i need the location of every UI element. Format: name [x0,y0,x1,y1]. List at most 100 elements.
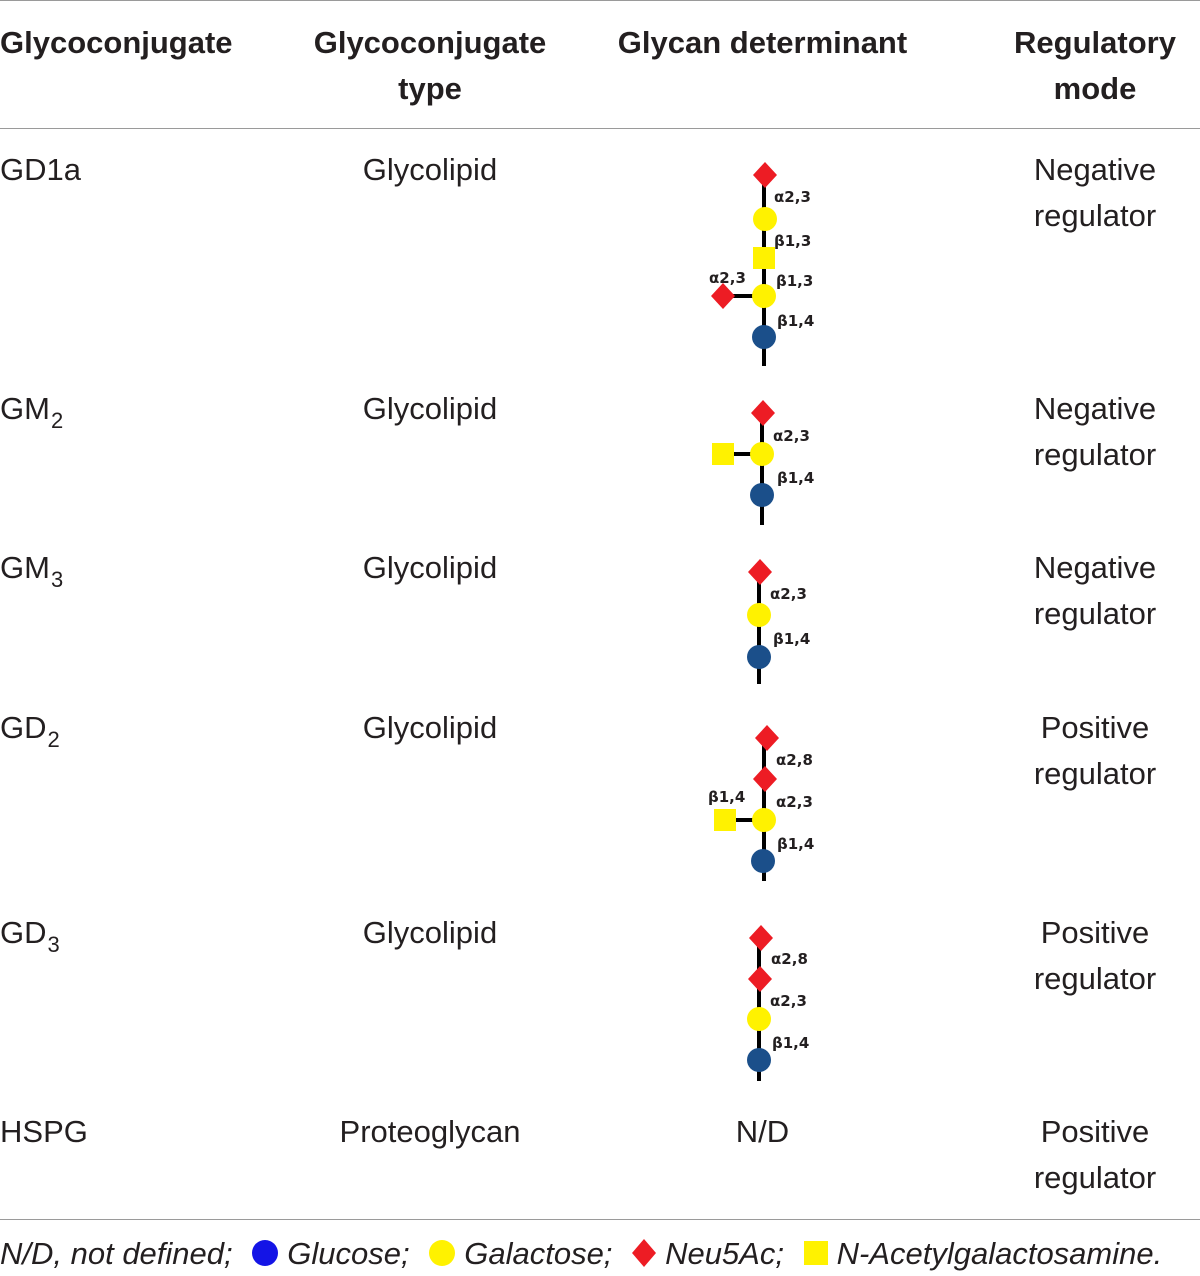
regulatory-mode: Negative regulator [995,386,1195,478]
glycoconjugate-type: Proteoglycan [339,1114,521,1149]
linkage-label: β1,4 [773,630,810,648]
glucose-circle-icon [747,645,771,669]
neu5ac-diamond-icon [748,559,772,585]
regulatory-mode-line2: regulator [1033,437,1157,472]
neu5ac-diamond-icon [748,966,772,992]
glycoconjugate-type: Glycolipid [362,550,498,585]
glycoconjugate-name-main: HSPG [0,1114,88,1149]
galnac-square-icon [714,809,736,831]
linkage-label: β1,3 [774,232,811,250]
regulatory-mode-line2: regulator [1033,198,1157,233]
regulatory-mode-line1: Positive [1040,915,1150,950]
linkage-label: α2,3 [770,992,807,1010]
galnac-legend-icon [803,1240,828,1265]
header-type-line1: Glycoconjugate [313,25,547,60]
legend-galnac-label: N-Acetylgalactosamine. [836,1236,1163,1271]
neu5ac-diamond-icon [749,925,773,951]
glycoconjugate-name-main: GM [0,550,50,585]
linkage-label: β1,4 [772,1034,809,1052]
neu5ac-diamond-icon [753,162,777,188]
glycan-structure-gm3: α2,3 β1,4 [747,559,810,684]
glycoconjugate-name-main: GM [0,391,50,426]
header-glycoconjugate-type: Glycoconjugate type [290,20,570,112]
linkage-label: β1,3 [776,272,813,290]
glucose-circle-icon [752,325,776,349]
table-top-rule [0,0,1200,1]
regulatory-mode: Positive regulator [995,705,1195,797]
glycoconjugate-type: Glycolipid [362,915,498,950]
header-mode-line2: mode [1053,71,1137,106]
glycoconjugate-name: GD2 [0,705,60,754]
neu5ac-diamond-icon [755,725,779,751]
glycoconjugate-type: Glycolipid [362,391,498,426]
legend-glucose-label: Glucose; [287,1236,410,1271]
regulatory-mode: Positive regulator [995,1109,1195,1201]
glycoconjugate-name-main: GD [0,915,47,950]
regulatory-mode-line2: regulator [1033,961,1157,996]
galnac-square-icon [712,443,734,465]
regulatory-mode-line2: regulator [1033,1160,1157,1195]
header-type-line2: type [398,71,462,106]
glycoconjugate-name-subscript: 3 [47,932,60,957]
regulatory-mode: Positive regulator [995,910,1195,1002]
galactose-circle-icon [750,442,774,466]
branch-linkage-label: α2,3 [709,269,746,287]
linkage-label: α2,3 [770,585,807,603]
regulatory-mode-line1: Negative [1033,550,1157,585]
glycoconjugate-type: Glycolipid [362,710,498,745]
galactose-circle-icon [752,808,776,832]
glycoconjugate-name-subscript: 3 [50,567,64,592]
glycoconjugate-name: GM2 [0,386,63,435]
legend-neu5ac-label: Neu5Ac; [665,1236,784,1271]
legend-galactose-label: Galactose; [464,1236,613,1271]
regulatory-mode-line1: Positive [1040,710,1150,745]
header-mode-line1: Regulatory [1014,25,1176,60]
glycoconjugate-name-subscript: 2 [47,727,60,752]
linkage-label: α2,3 [773,427,810,445]
glycan-structure-gd2: α2,8 α2,3 β1,4 β1,4 [708,725,814,881]
header-glycan-determinant: Glycan determinant [617,25,908,60]
glycan-structure-gm2: α2,3 β1,4 [712,400,814,525]
regulatory-mode: Negative regulator [995,147,1195,239]
glycan-determinant-not-defined: N/D [735,1114,790,1149]
linkage-label: β1,4 [777,469,814,487]
glycoconjugate-type: Glycolipid [362,152,498,187]
linkage-label: α2,8 [776,751,813,769]
glucose-legend-icon [252,1239,279,1266]
linkage-label: β1,4 [777,835,814,853]
glycoconjugate-name-main: GD1a [0,152,81,187]
glycoconjugate-name: GD1a [0,147,82,196]
galnac-square-icon [753,247,775,269]
glucose-circle-icon [751,849,775,873]
glycoconjugate-name: GM3 [0,545,63,594]
linkage-label: β1,4 [777,312,814,330]
neu5ac-legend-icon [632,1238,657,1267]
branch-linkage-label: β1,4 [708,788,745,806]
linkage-label: α2,3 [774,188,811,206]
regulatory-mode: Negative regulator [995,545,1195,637]
galactose-circle-icon [747,1007,771,1031]
glucose-circle-icon [750,483,774,507]
galactose-legend-icon [429,1239,456,1266]
glycoconjugate-name-main: GD [0,710,47,745]
galactose-circle-icon [747,603,771,627]
table-bottom-rule [0,1219,1200,1220]
regulatory-mode-line1: Positive [1040,1114,1150,1149]
glycoconjugate-name: GD3 [0,910,60,959]
regulatory-mode-line1: Negative [1033,391,1157,426]
linkage-label: α2,8 [771,950,808,968]
footnote-abbreviation: N/D, not defined; [0,1236,233,1271]
glycoconjugate-name: HSPG [0,1109,89,1158]
glucose-circle-icon [747,1048,771,1072]
glycoconjugate-name-subscript: 2 [50,408,64,433]
header-bottom-rule [0,128,1200,129]
galactose-circle-icon [753,207,777,231]
table-footnote: N/D, not defined; Glucose; Galactose; Ne… [0,1232,1200,1276]
header-regulatory-mode: Regulatory mode [995,20,1195,112]
linkage-label: α2,3 [776,793,813,811]
neu5ac-diamond-icon [753,766,777,792]
galactose-circle-icon [752,284,776,308]
neu5ac-diamond-icon [711,283,735,309]
glycan-structure-gd1a: α2,3 β1,3 β1,3 β1,4 α2,3 [709,162,814,366]
glycan-structure-gd3: α2,8 α2,3 β1,4 [747,925,809,1081]
